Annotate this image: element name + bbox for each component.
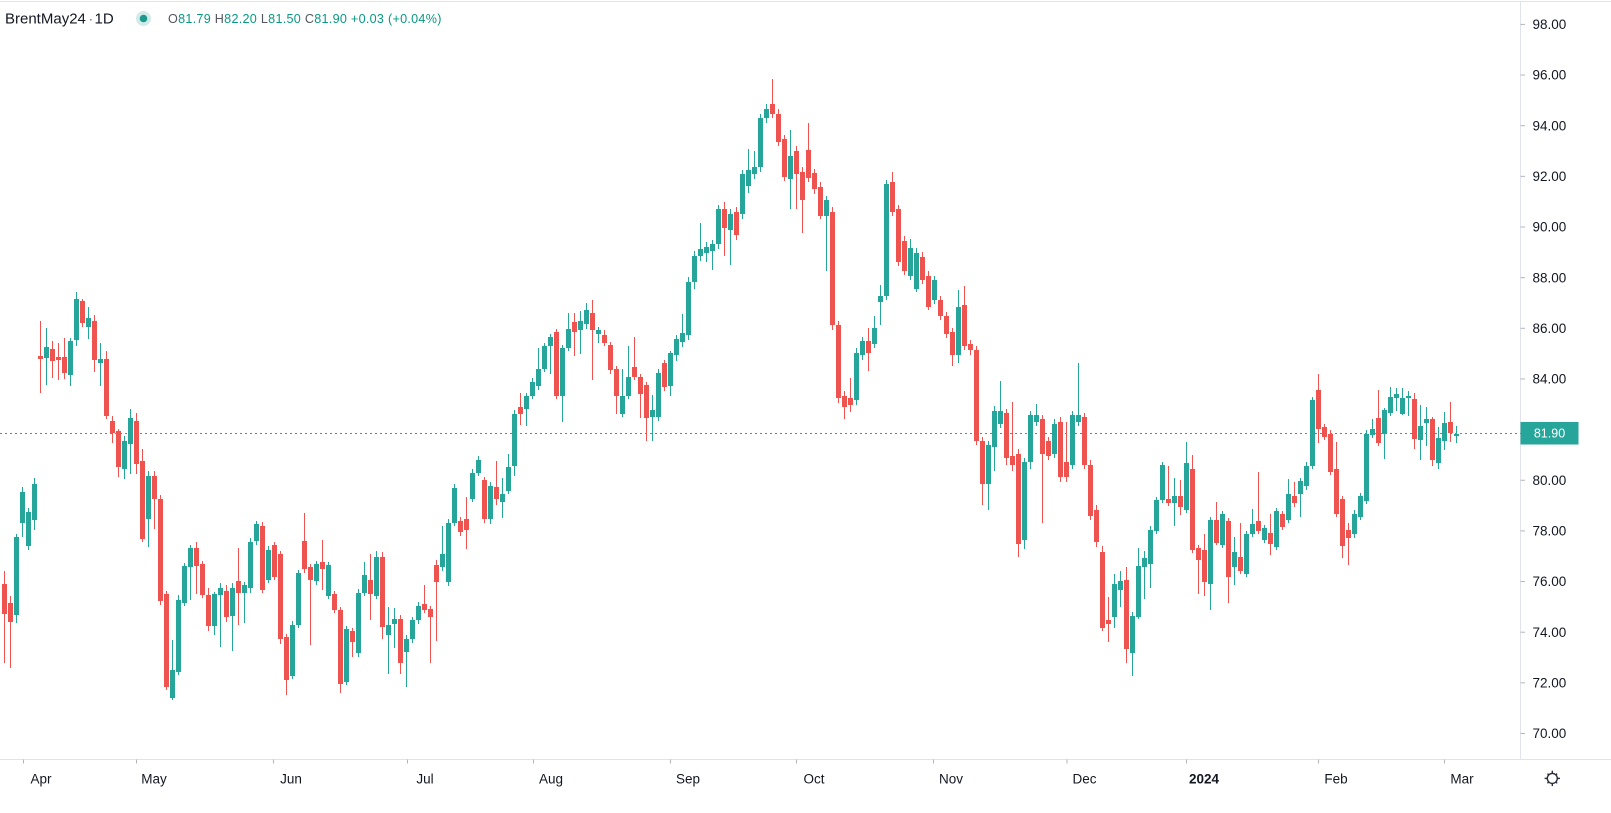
svg-text:80.00: 80.00 bbox=[1533, 473, 1567, 488]
svg-text:Jul: Jul bbox=[416, 772, 433, 787]
svg-text:90.00: 90.00 bbox=[1533, 220, 1567, 235]
svg-text:Aug: Aug bbox=[539, 772, 563, 787]
svg-text:O81.79 H82.20 L81.50 C81.90 +0: O81.79 H82.20 L81.50 C81.90 +0.03 (+0.04… bbox=[168, 12, 442, 26]
svg-text:Nov: Nov bbox=[939, 772, 963, 787]
svg-text:92.00: 92.00 bbox=[1533, 169, 1567, 184]
svg-text:Jun: Jun bbox=[280, 772, 302, 787]
svg-text:81.90: 81.90 bbox=[1534, 427, 1565, 441]
svg-text:84.00: 84.00 bbox=[1533, 372, 1567, 387]
svg-text:Dec: Dec bbox=[1072, 772, 1096, 787]
svg-text:Sep: Sep bbox=[676, 772, 700, 787]
svg-text:Mar: Mar bbox=[1450, 772, 1474, 787]
svg-text:76.00: 76.00 bbox=[1533, 574, 1567, 589]
svg-text:Apr: Apr bbox=[30, 772, 52, 787]
svg-text:88.00: 88.00 bbox=[1533, 270, 1567, 285]
svg-text:Oct: Oct bbox=[803, 772, 824, 787]
svg-text:94.00: 94.00 bbox=[1533, 118, 1567, 133]
svg-text:BrentMay24·1D: BrentMay24·1D bbox=[5, 11, 114, 28]
svg-text:96.00: 96.00 bbox=[1533, 68, 1567, 83]
svg-text:72.00: 72.00 bbox=[1533, 675, 1567, 690]
svg-text:70.00: 70.00 bbox=[1533, 726, 1567, 741]
svg-text:74.00: 74.00 bbox=[1533, 625, 1567, 640]
svg-text:May: May bbox=[141, 772, 167, 787]
svg-text:78.00: 78.00 bbox=[1533, 524, 1567, 539]
svg-text:86.00: 86.00 bbox=[1533, 321, 1567, 336]
svg-text:2024: 2024 bbox=[1189, 772, 1220, 787]
svg-text:98.00: 98.00 bbox=[1533, 17, 1567, 32]
svg-text:Feb: Feb bbox=[1324, 772, 1347, 787]
